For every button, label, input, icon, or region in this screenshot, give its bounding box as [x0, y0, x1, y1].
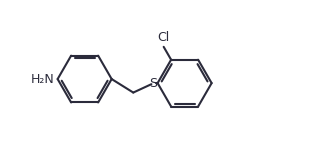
Text: S: S: [150, 77, 157, 90]
Text: Cl: Cl: [157, 31, 170, 44]
Text: H₂N: H₂N: [31, 73, 54, 85]
